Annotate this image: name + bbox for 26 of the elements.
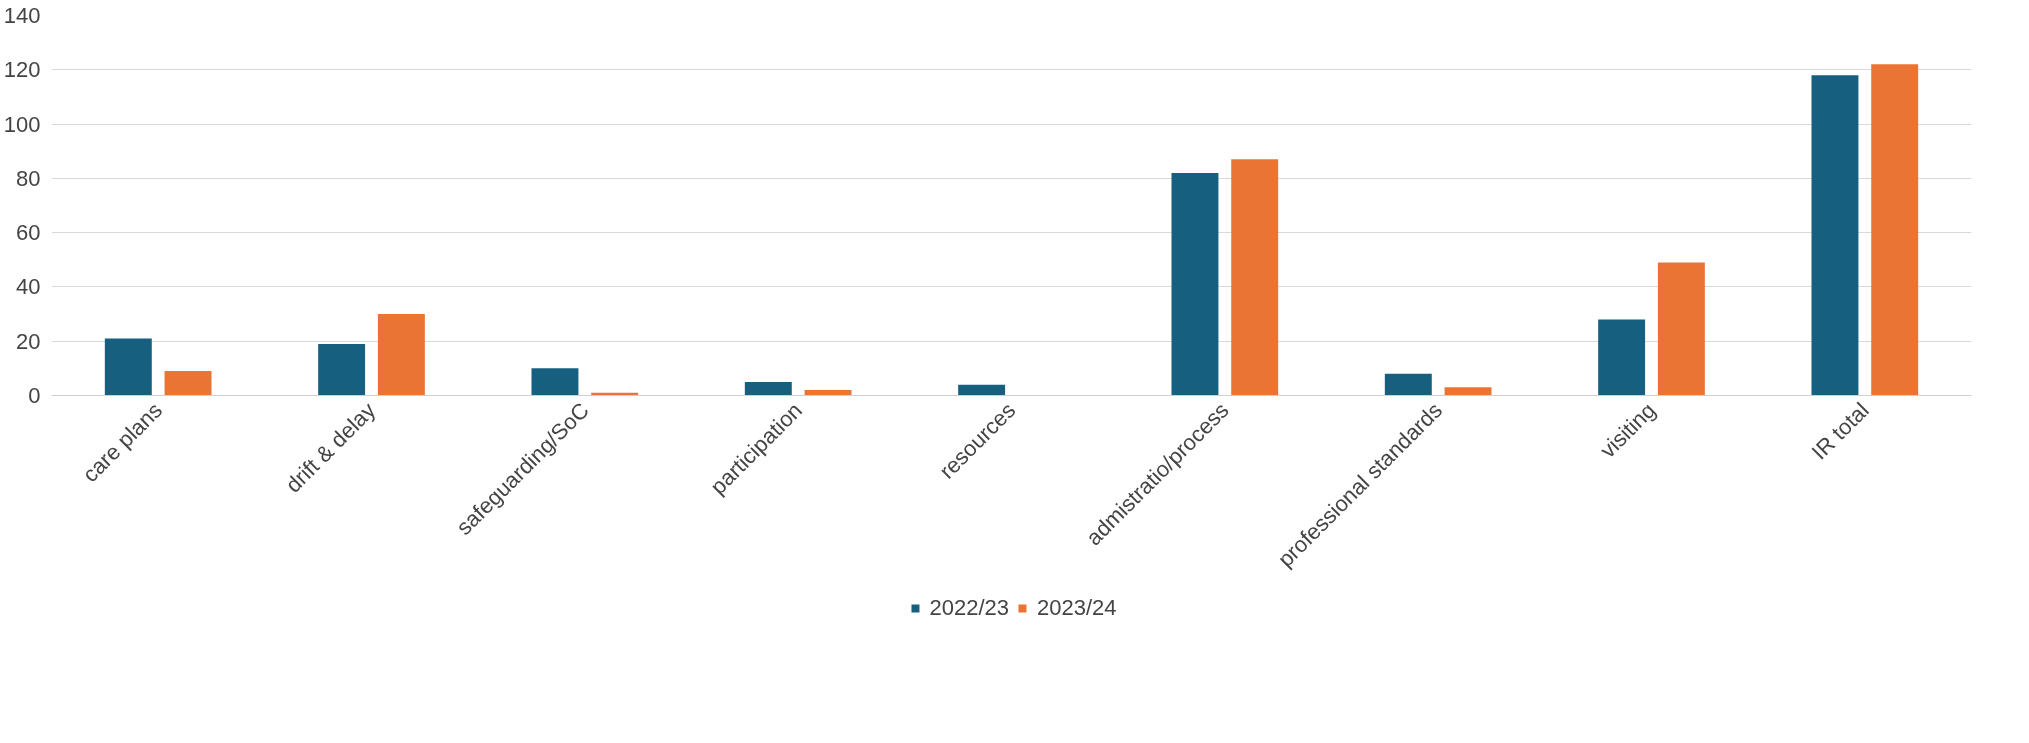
bar [1811,75,1859,396]
y-tick-label: 20 [16,328,41,354]
bar [164,371,212,396]
bar [1171,172,1219,396]
bar [318,343,366,396]
bar [958,384,1006,396]
bar [804,390,852,396]
bar [1871,64,1919,396]
y-tick-label: 80 [16,165,41,191]
legend-label: 2023/24 [1037,595,1117,621]
bar [1231,159,1279,396]
bar [1384,373,1432,396]
y-tick-label: 100 [3,111,41,137]
bar [104,338,152,396]
bar [1444,387,1492,396]
bar [1598,319,1646,396]
y-tick-label: 40 [16,274,41,300]
y-tick-label: 0 [28,383,41,408]
bar [377,314,425,396]
bar [531,368,579,396]
y-tick-label: 140 [3,3,41,28]
legend-label: 2022/23 [929,595,1009,621]
bar [1657,262,1705,396]
y-tick-label: 60 [16,220,41,246]
y-tick-label: 120 [3,57,41,83]
bar [744,381,792,396]
